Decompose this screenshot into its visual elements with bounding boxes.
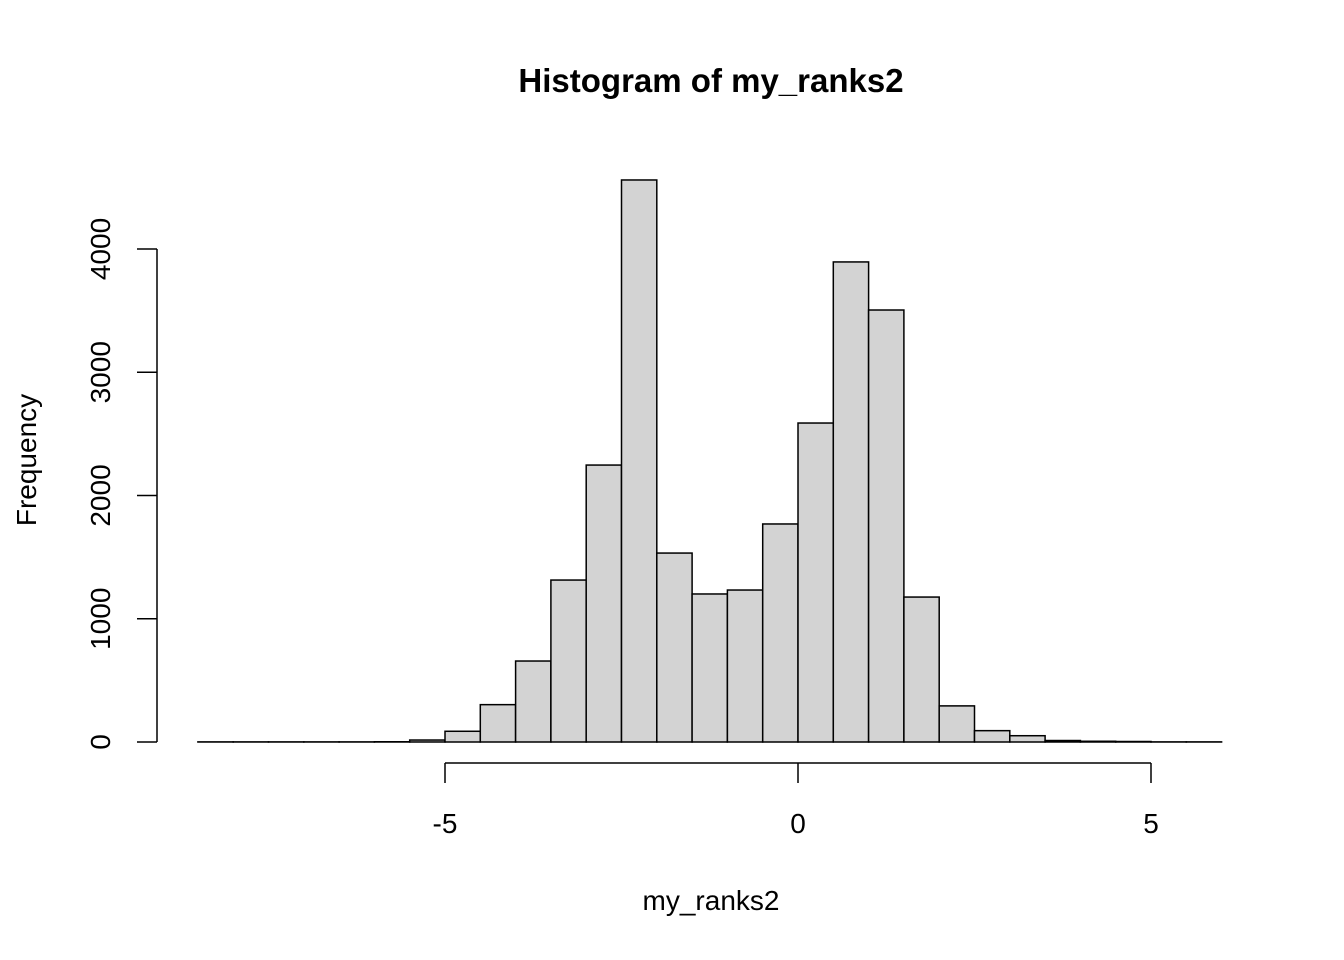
histogram-bar bbox=[1044, 739, 1082, 743]
histogram-bar bbox=[1009, 734, 1046, 743]
histogram-bar bbox=[797, 422, 835, 743]
histogram-bar bbox=[903, 596, 940, 743]
x-tick-label: -5 bbox=[433, 808, 458, 839]
histogram-bar bbox=[973, 729, 1011, 743]
histogram-bar bbox=[550, 579, 587, 743]
histogram-bar bbox=[585, 464, 623, 743]
x-tick-label: 5 bbox=[1143, 808, 1159, 839]
x-axis: -5 0 5 bbox=[433, 762, 1159, 839]
histogram-bar bbox=[408, 739, 446, 743]
histogram-bar bbox=[691, 593, 729, 743]
histogram-bar bbox=[620, 179, 658, 743]
y-tick-label: 1000 bbox=[85, 588, 116, 650]
histogram-bar bbox=[726, 589, 764, 743]
histogram-bar bbox=[514, 660, 552, 743]
histogram-bar bbox=[761, 523, 799, 743]
bars-group bbox=[197, 179, 1223, 743]
histogram-bar bbox=[938, 705, 976, 743]
y-axis-label: Frequency bbox=[11, 394, 42, 526]
y-tick-label: 3000 bbox=[85, 341, 116, 403]
x-tick-label: 0 bbox=[790, 808, 806, 839]
histogram-bar bbox=[832, 261, 870, 743]
x-axis-label: my_ranks2 bbox=[643, 885, 780, 916]
histogram-bar bbox=[656, 552, 693, 743]
histogram-bar bbox=[444, 730, 482, 743]
histogram-bar bbox=[1079, 740, 1117, 743]
chart-title: Histogram of my_ranks2 bbox=[518, 62, 903, 99]
y-axis: 0 1000 2000 3000 4000 bbox=[85, 218, 158, 750]
histogram-bar bbox=[479, 703, 517, 743]
y-tick-label: 0 bbox=[85, 734, 116, 750]
y-tick-label: 2000 bbox=[85, 464, 116, 526]
histogram-bar bbox=[867, 309, 905, 743]
y-tick-label: 4000 bbox=[85, 218, 116, 280]
